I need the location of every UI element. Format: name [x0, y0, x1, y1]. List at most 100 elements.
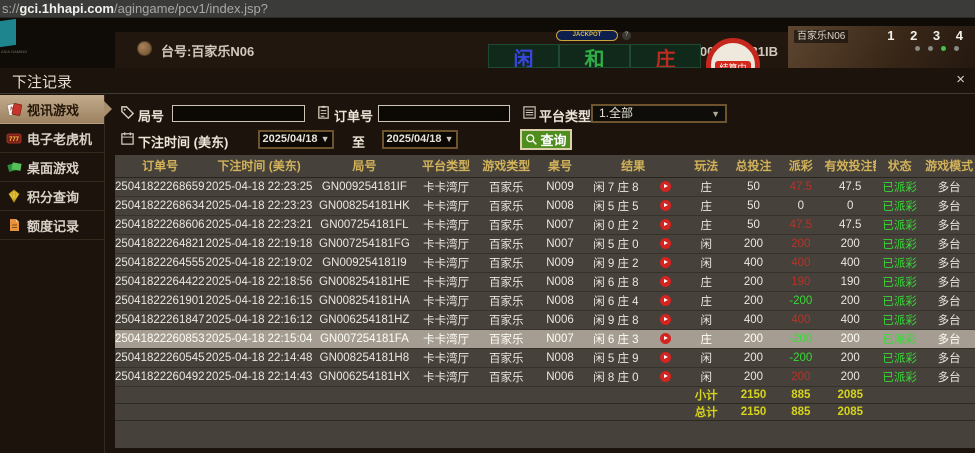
table-row[interactable]: 250418222686068 2025-04-18 22:23:21 GN00…	[115, 215, 975, 235]
modal-titlebar: 下注记录 ×	[0, 68, 975, 94]
play-icon[interactable]	[659, 180, 671, 192]
bet-zone-area: 闲 和 庄	[488, 44, 701, 68]
gem-icon	[8, 189, 20, 203]
play-icon[interactable]	[659, 313, 671, 325]
play-icon[interactable]	[659, 199, 671, 211]
cell-game: 百家乐	[476, 215, 537, 235]
game-table-label: 台号:百家乐N06	[161, 44, 255, 59]
asia-gaming-logo-icon	[0, 18, 16, 48]
cell-mode: 多台	[923, 291, 975, 311]
round-filter-input[interactable]	[172, 105, 305, 122]
document-icon	[10, 219, 19, 231]
bet-records-modal: 下注记录 × A 视讯游戏 777 电子老虎机 桌面游戏 积分查询 额度记录 局…	[0, 68, 975, 453]
cell-replay	[648, 348, 683, 368]
bet-zone-banker[interactable]: 庄	[630, 44, 701, 68]
table-row[interactable]: 250418222619012 2025-04-18 22:16:15 GN00…	[115, 291, 975, 311]
cell-replay	[648, 310, 683, 330]
close-icon[interactable]: ×	[956, 71, 965, 88]
sidebar-item-slots[interactable]: 777 电子老虎机	[0, 124, 104, 153]
jackpot-help-icon[interactable]: ?	[622, 31, 631, 40]
cell-valid: 200	[824, 348, 877, 368]
cell-result: 闲 7 庄 8	[583, 177, 649, 197]
search-button-label: 查询	[540, 133, 567, 148]
table-row[interactable]: 250418222645559 2025-04-18 22:19:02 GN00…	[115, 253, 975, 273]
cell-bet: 200	[729, 329, 778, 349]
cell-table-no: N008	[536, 272, 584, 292]
sidebar-item-table-games[interactable]: 桌面游戏	[0, 153, 104, 182]
col-header-valid: 有效投注额	[824, 155, 877, 178]
sidebar-item-label: 积分查询	[27, 189, 80, 205]
cell-bet: 200	[729, 348, 778, 368]
camera-selector[interactable]: 1 2 3 4	[887, 28, 969, 43]
cell-status: 已派彩	[876, 348, 924, 368]
cell-order: 250418222605454	[115, 348, 206, 368]
sidebar-item-label: 视讯游戏	[27, 102, 80, 118]
browser-address-bar[interactable]: s://gci.1hhapi.com/agingame/pcv1/index.j…	[0, 0, 975, 18]
table-row[interactable]: 250418222604929 2025-04-18 22:14:43 GN00…	[115, 367, 975, 387]
cell-payout: 200	[777, 234, 825, 254]
cell-game: 百家乐	[476, 177, 537, 197]
table-row[interactable]: 250418222618476 2025-04-18 22:16:12 GN00…	[115, 310, 975, 330]
cell-table-no: N008	[536, 291, 584, 311]
settling-indicator: 结算中	[706, 38, 760, 68]
table-row[interactable]: 250418222644226 2025-04-18 22:18:56 GN00…	[115, 272, 975, 292]
cell-replay	[648, 272, 683, 292]
cell-result: 闲 9 庄 2	[583, 253, 649, 273]
sidebar-item-label: 额度记录	[27, 218, 80, 234]
play-icon[interactable]	[659, 256, 671, 268]
total-label: 总计	[682, 402, 730, 421]
search-button[interactable]: 查询	[520, 129, 572, 150]
cell-table-no: N009	[536, 253, 584, 273]
cell-round: GN007254181FA	[312, 329, 416, 349]
bet-table-summary: 小计 2150 885 2085 总计 2150 885 2085	[115, 385, 975, 421]
cell-payout: -200	[777, 329, 825, 349]
play-icon[interactable]	[659, 351, 671, 363]
table-row[interactable]: 250418222648212 2025-04-18 22:19:18 GN00…	[115, 234, 975, 254]
date-to-picker[interactable]: 2025/04/18 ▼	[382, 130, 458, 149]
cell-play: 闲	[682, 367, 730, 387]
subtotal-valid: 2085	[824, 385, 877, 404]
cell-mode: 多台	[923, 253, 975, 273]
bet-zone-player[interactable]: 闲	[488, 44, 559, 68]
play-icon[interactable]	[659, 294, 671, 306]
bet-zone-tie[interactable]: 和	[559, 44, 630, 68]
cell-valid: 47.5	[824, 215, 877, 235]
live-video-feed: 百家乐N06 1 2 3 4	[788, 26, 975, 68]
cell-payout: 400	[777, 253, 825, 273]
platform-dropdown[interactable]: 1.全部 ▼	[591, 104, 727, 123]
play-icon[interactable]	[659, 275, 671, 287]
cell-result: 闲 0 庄 2	[583, 215, 649, 235]
sidebar-item-points-query[interactable]: 积分查询	[0, 182, 104, 211]
cell-result: 闲 6 庄 4	[583, 291, 649, 311]
cell-play: 庄	[682, 272, 730, 292]
cell-result: 闲 5 庄 9	[583, 348, 649, 368]
cell-bet: 400	[729, 310, 778, 330]
table-row[interactable]: 250418222686345 2025-04-18 22:23:23 GN00…	[115, 196, 975, 216]
cell-time: 2025-04-18 22:14:43	[205, 367, 313, 387]
sidebar-item-video-games[interactable]: A 视讯游戏	[0, 95, 112, 124]
cell-round: GN008254181H8	[312, 348, 416, 368]
url-domain: gci.1hhapi.com	[19, 1, 114, 16]
cell-time: 2025-04-18 22:19:02	[205, 253, 313, 273]
cell-time: 2025-04-18 22:23:23	[205, 196, 313, 216]
cell-bet: 50	[729, 215, 778, 235]
total-valid: 2085	[824, 402, 877, 421]
play-icon[interactable]	[659, 237, 671, 249]
table-row[interactable]: 250418222686597 2025-04-18 22:23:25 GN00…	[115, 177, 975, 197]
play-icon[interactable]	[659, 332, 671, 344]
table-row[interactable]: 250418222605454 2025-04-18 22:14:48 GN00…	[115, 348, 975, 368]
play-icon[interactable]	[659, 370, 671, 382]
cell-order: 250418222604929	[115, 367, 206, 387]
cell-platform: 卡卡湾厅	[415, 367, 477, 387]
col-header-play: 玩法	[682, 155, 730, 178]
sidebar-item-label: 电子老虎机	[27, 131, 93, 147]
table-row[interactable]: 250418222608535 2025-04-18 22:15:04 GN00…	[115, 329, 975, 349]
play-icon[interactable]	[659, 218, 671, 230]
cell-mode: 多台	[923, 234, 975, 254]
col-header-result: 结果	[583, 155, 683, 178]
col-header-time: 下注时间 (美东)	[205, 155, 313, 178]
date-from-picker[interactable]: 2025/04/18 ▼	[258, 130, 334, 149]
sidebar-item-credit-records[interactable]: 额度记录	[0, 211, 104, 240]
cell-order: 250418222645559	[115, 253, 206, 273]
order-filter-input[interactable]	[378, 105, 510, 122]
